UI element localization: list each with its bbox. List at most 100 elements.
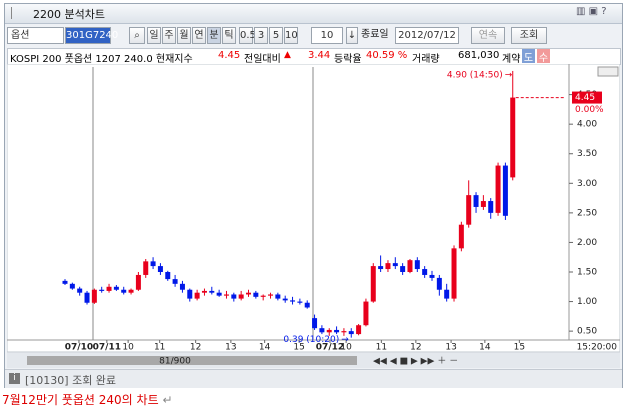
- candle-body: [297, 301, 303, 303]
- candle-body: [165, 272, 171, 280]
- interval-button[interactable]: 0.5: [239, 27, 256, 44]
- candle-body: [341, 331, 347, 333]
- candle-body: [348, 331, 354, 335]
- chart-icons[interactable]: [597, 66, 619, 77]
- candle-body: [268, 294, 274, 296]
- caption: 7월12만기 풋옵션 240의 차트 ↵: [2, 393, 173, 407]
- candle-body: [436, 277, 442, 290]
- candle-body: [77, 288, 83, 293]
- change-sign: ▲: [284, 50, 291, 60]
- scroll-thumb[interactable]: [27, 356, 357, 365]
- status-bar: i [10130] 조회 완료: [5, 369, 622, 388]
- candle-body: [326, 329, 332, 333]
- candle-body: [429, 274, 435, 278]
- high-label: 4.90 (14:50): [447, 70, 503, 80]
- volume: 681,030: [458, 50, 500, 61]
- code-search[interactable]: ⌕: [129, 27, 145, 44]
- period-button[interactable]: 분: [207, 27, 221, 44]
- candle-body: [502, 165, 508, 216]
- period-button[interactable]: 주: [162, 27, 176, 44]
- count-select[interactable]: 10: [311, 27, 343, 44]
- low-label: 0.39 (10:20): [283, 335, 339, 345]
- candle-body: [209, 290, 215, 293]
- candle-body: [466, 195, 472, 225]
- interval-button[interactable]: 3: [254, 27, 268, 44]
- candle-body: [187, 289, 193, 299]
- interval-button[interactable]: 5: [269, 27, 283, 44]
- change-label: 전일대비: [244, 54, 281, 65]
- candle-body: [451, 248, 457, 299]
- candle-body: [62, 280, 68, 284]
- volume-unit: 계약: [502, 54, 521, 65]
- y-tick-label: 1.00: [577, 297, 597, 307]
- x-tick-label: 12: [410, 343, 421, 353]
- price: 4.45: [218, 50, 241, 61]
- continuous-button[interactable]: 연속: [471, 27, 505, 44]
- high-arrow: →: [505, 70, 513, 80]
- candle-body: [143, 261, 149, 275]
- candle-body: [91, 289, 97, 303]
- candle-body: [473, 195, 479, 207]
- chart: ◀◀ ◀ ■ ▶ ▶▶ ＋ － 0.50 1.00 1.50 2.00 2.50 3.00…: [7, 64, 620, 368]
- candle-body: [488, 201, 494, 213]
- candle-body: [260, 295, 266, 297]
- x-tick-label: 07/10: [65, 343, 93, 353]
- period-button[interactable]: 연: [192, 27, 206, 44]
- candle-body: [121, 289, 127, 293]
- candle-body: [135, 274, 141, 290]
- down-button[interactable]: ↓: [346, 27, 358, 44]
- y-tick-label: 3.00: [577, 179, 597, 189]
- candle-body: [400, 266, 406, 272]
- sell-button[interactable]: 도: [522, 49, 535, 64]
- y-tick-label: 4.00: [577, 120, 597, 130]
- candle-body: [231, 294, 237, 299]
- x-tick-label: 11: [154, 343, 165, 353]
- end-date[interactable]: 2012/07/12: [395, 27, 459, 44]
- x-tick-label: 13: [225, 343, 236, 353]
- title-bar: 2200 분석차트 ▥ ▣ ?: [5, 4, 622, 24]
- info-bar: KOSPI 200 풋옵션 1207 240.0 현재지수 4.45 전일대비 …: [7, 48, 621, 65]
- candle-body: [414, 260, 420, 270]
- buy-button[interactable]: 수: [537, 49, 550, 64]
- candle-body: [385, 263, 391, 270]
- candle-body: [238, 294, 244, 299]
- candle-body: [458, 224, 464, 249]
- rate-label: 등락율: [334, 54, 362, 65]
- interval-button[interactable]: 10: [284, 27, 298, 44]
- candle-body: [282, 298, 288, 301]
- caption-text: 7월12만기 풋옵션 240의 차트: [2, 393, 159, 407]
- market-select[interactable]: 옵션: [7, 27, 64, 44]
- candle-body: [253, 292, 259, 297]
- candle-body: [150, 261, 156, 267]
- y-tick-label: 2.00: [577, 238, 597, 248]
- candle-body: [480, 201, 486, 207]
- query-button[interactable]: 조회: [511, 27, 547, 44]
- price-rate: 0.00%: [575, 105, 604, 115]
- period-button[interactable]: 일: [147, 27, 161, 44]
- scroll-controls[interactable]: ◀◀ ◀ ■ ▶ ▶▶ ＋ －: [373, 356, 458, 367]
- period-button[interactable]: 월: [177, 27, 191, 44]
- candle-body: [363, 301, 369, 326]
- period-button[interactable]: 틱: [222, 27, 236, 44]
- candle-body: [128, 289, 134, 293]
- candle-body: [106, 286, 112, 291]
- candle-body: [290, 300, 296, 302]
- window-icons[interactable]: ▥ ▣ ?: [576, 6, 607, 17]
- volume-label: 거래량: [412, 54, 440, 65]
- candle-body: [223, 294, 229, 296]
- separator: [11, 7, 12, 19]
- last-time: 15:20:00: [577, 343, 618, 353]
- y-tick-label: 3.50: [577, 149, 597, 159]
- scroll-position: 81/900: [159, 357, 191, 367]
- code-input[interactable]: 301G7240: [65, 27, 118, 44]
- candle-body: [304, 302, 310, 308]
- x-tick-label: 11: [376, 343, 387, 353]
- rate: 40.59 %: [366, 50, 408, 61]
- candle-body: [370, 266, 376, 302]
- candle-body: [84, 292, 90, 303]
- status-icon: i: [9, 373, 20, 384]
- y-tick-label: 2.50: [577, 208, 597, 218]
- x-tick-label: 07/11: [93, 343, 121, 353]
- candle-body: [99, 289, 105, 291]
